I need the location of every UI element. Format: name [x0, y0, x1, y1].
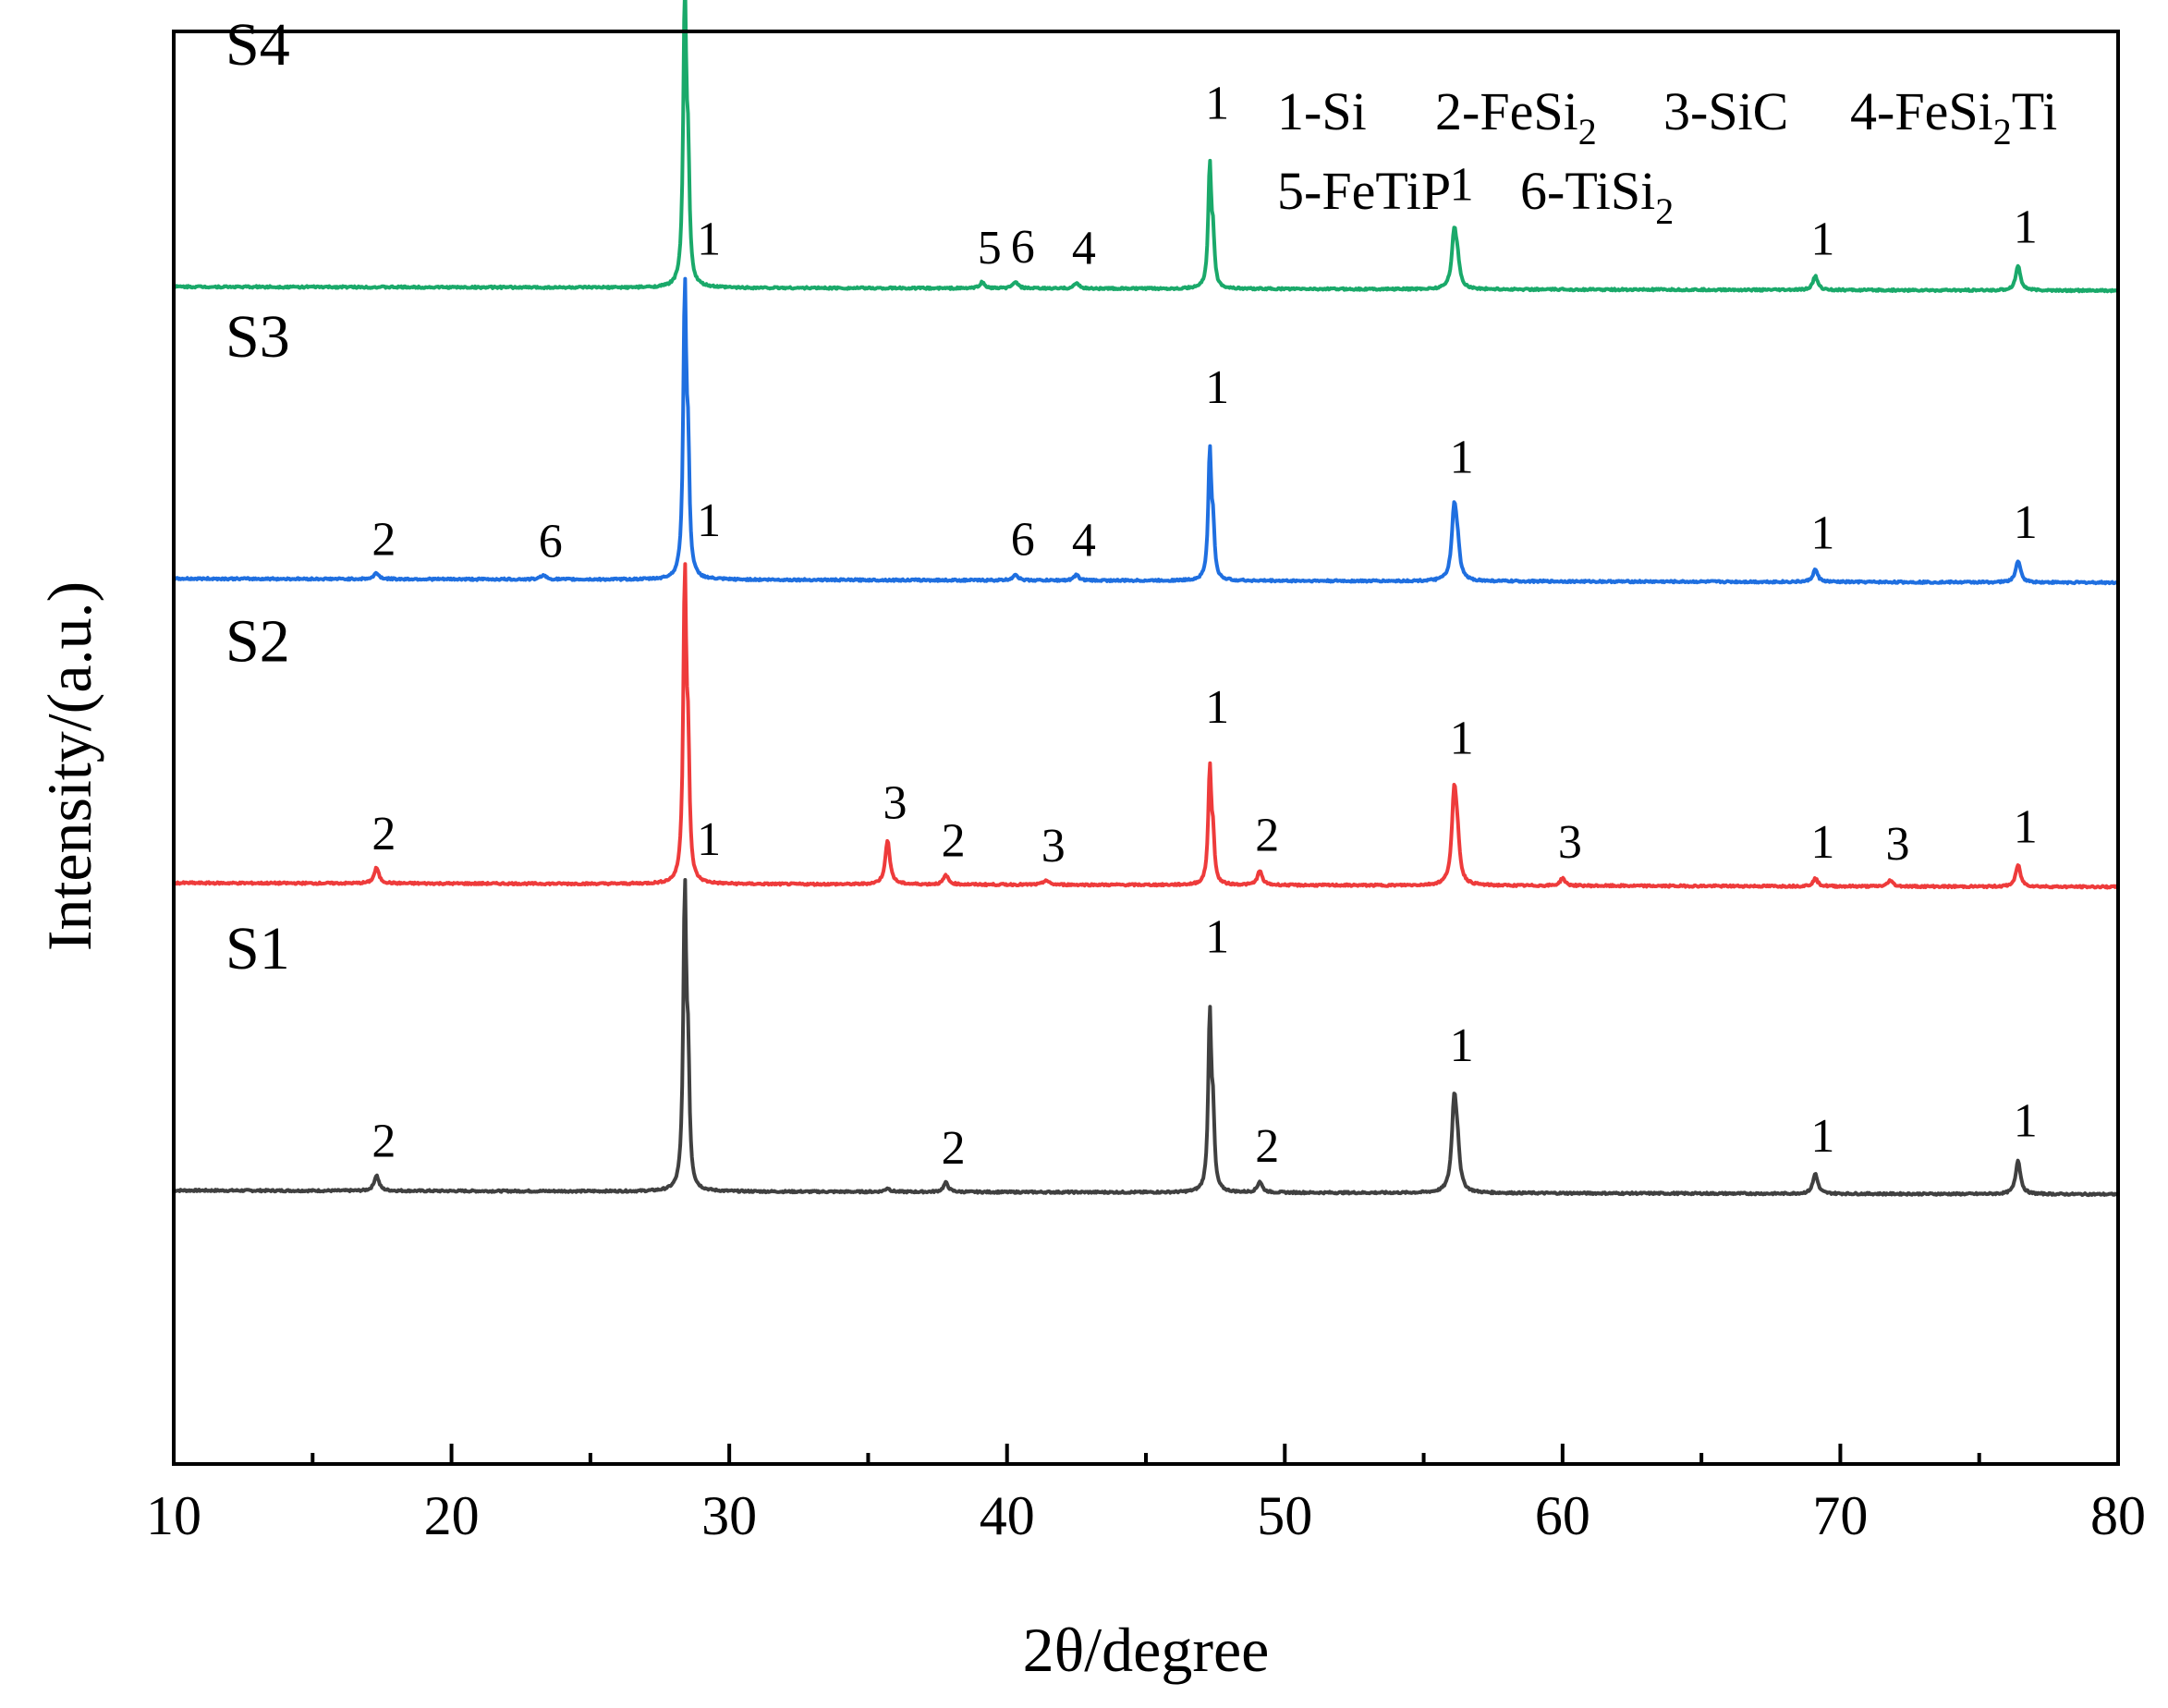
peak-label: 2	[371, 1116, 396, 1168]
legend-entry: 3-SiC	[1663, 81, 1788, 141]
peak-label: 4	[1072, 514, 1096, 567]
peak-label: 1	[1450, 1019, 1474, 1072]
peak-label: 1	[1205, 681, 1229, 734]
peak-label: 4	[1072, 223, 1096, 275]
sample-label-s3: S3	[225, 303, 290, 371]
legend-entry: 2-FeSi2	[1435, 81, 1597, 152]
peak-label: 6	[1011, 221, 1035, 274]
peak-label: 3	[1558, 816, 1582, 869]
sample-label-s1: S1	[225, 915, 290, 982]
y-axis-title: Intensity/(a.u.)	[34, 581, 104, 951]
peak-label: 3	[883, 777, 907, 830]
x-tick-label: 30	[701, 1485, 757, 1546]
peak-label: 1	[1810, 214, 1834, 266]
peak-label: 1	[1810, 1110, 1834, 1163]
peak-label: 2	[1255, 1120, 1279, 1173]
series-line-s3	[173, 276, 2120, 586]
legend-entry: 6-TiSi2	[1520, 161, 1674, 232]
peak-label: 1	[1205, 361, 1229, 414]
peak-label: 5	[978, 222, 1002, 274]
peak-label: 6	[1011, 514, 1035, 567]
peak-label: 1	[2014, 496, 2038, 549]
peak-label: 1	[1450, 713, 1474, 765]
sample-label-s2: S2	[225, 607, 290, 675]
peak-label: 1	[2014, 1094, 2038, 1147]
peak-label: 1	[1810, 506, 1834, 559]
peak-label: 6	[539, 516, 563, 568]
series-layer	[172, 0, 2120, 1198]
peak-label-layer: 2121211121323121313126164111115641111	[371, 77, 2038, 1175]
x-tick-label: 70	[1812, 1485, 1868, 1546]
peak-label: 2	[942, 1122, 966, 1175]
peak-label: 2	[371, 514, 396, 567]
peak-label: 2	[1255, 810, 1279, 862]
peak-label: 1	[1810, 816, 1834, 869]
peak-label: 1	[697, 494, 721, 547]
series-line-s2	[173, 562, 2119, 890]
series-line-s4	[172, 0, 2119, 294]
series-line-s1	[173, 878, 2120, 1198]
peak-label: 3	[1886, 818, 1910, 871]
peak-label: 2	[371, 808, 396, 860]
peak-label: 3	[1041, 820, 1066, 872]
x-tick-label: 60	[1535, 1485, 1590, 1546]
sample-label-layer: S1 S2 S3 S4	[225, 11, 290, 982]
peak-label: 1	[2014, 201, 2038, 254]
x-axis-ticks: 10 20 30 40 50 60 70 80	[146, 1444, 2146, 1546]
legend: 1-Si 2-FeSi2 3-SiC 4-FeSi2Ti 5-FeTiP 6-TiSi2	[1277, 81, 2057, 232]
peak-label: 1	[1205, 77, 1229, 129]
x-tick-label: 10	[146, 1485, 201, 1546]
sample-label-s4: S4	[225, 11, 290, 79]
peak-label: 2	[942, 814, 966, 867]
peak-label: 1	[1205, 911, 1229, 964]
x-axis-title: 2θ/degree	[1023, 1615, 1270, 1685]
peak-label: 1	[2014, 801, 2038, 854]
peak-label: 1	[697, 813, 721, 866]
legend-entry: 4-FeSi2Ti	[1850, 81, 2057, 152]
peak-label: 1	[1450, 432, 1474, 484]
legend-entry: 1-Si	[1277, 81, 1367, 141]
x-tick-label: 80	[2090, 1485, 2146, 1546]
peak-label: 1	[697, 214, 721, 266]
peak-label: 1	[1450, 159, 1474, 212]
x-tick-label: 50	[1257, 1485, 1312, 1546]
x-tick-label: 40	[980, 1485, 1035, 1546]
x-tick-label: 20	[424, 1485, 480, 1546]
legend-entry: 5-FeTiP	[1277, 161, 1451, 221]
